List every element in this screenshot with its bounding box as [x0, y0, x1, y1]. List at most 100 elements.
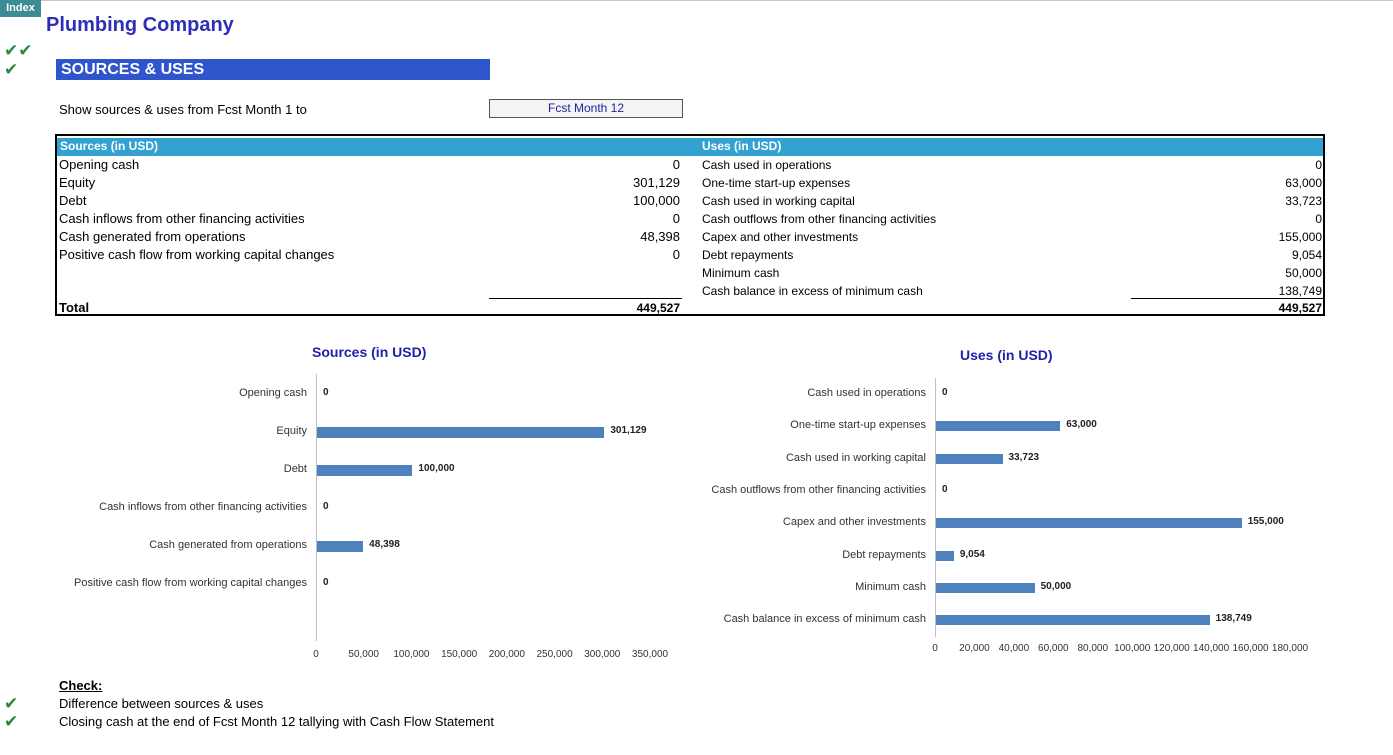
category-label: Opening cash: [239, 387, 307, 399]
x-tick-label: 50,000: [348, 649, 379, 660]
category-label: Capex and other investments: [782, 516, 926, 529]
category-label: Debt: [283, 463, 307, 475]
bar-value-label: 63,000: [1066, 419, 1097, 431]
category-label: Positive cash flow from working capital …: [74, 577, 307, 589]
use-value: 63,000: [1285, 176, 1322, 190]
chart-axis: [935, 378, 936, 637]
x-tick-label: 150,000: [441, 649, 478, 660]
x-tick-label: 250,000: [536, 649, 573, 660]
category-label: Cash used in operations: [807, 387, 926, 399]
use-label: Cash outflows from other financing activ…: [702, 212, 937, 226]
x-tick-label: 160,000: [1232, 643, 1269, 654]
bar-value-label: 301,129: [610, 425, 647, 436]
source-value: 48,398: [640, 229, 680, 244]
sources-header: Sources (in USD): [60, 139, 159, 153]
top-border: [0, 0, 1393, 1]
use-value: 155,000: [1278, 230, 1322, 244]
company-title: Plumbing Company: [46, 14, 234, 36]
bar-value-label: 0: [323, 387, 329, 398]
index-button[interactable]: Index: [0, 0, 41, 17]
use-label: Cash used in operations: [702, 158, 832, 172]
bar-value-label: 155,000: [1247, 516, 1284, 528]
use-label: Cash used in working capital: [702, 194, 855, 208]
source-label: Cash generated from operations: [59, 229, 246, 244]
bar-value-label: 0: [323, 577, 329, 588]
bar: [936, 518, 1242, 529]
source-value: 0: [672, 247, 680, 262]
category-label: Cash outflows from other financing activ…: [711, 483, 926, 496]
x-tick-label: 350,000: [631, 649, 669, 660]
check-double-icon: ✔✔: [4, 41, 33, 60]
bar-value-label: 48,398: [369, 539, 400, 550]
x-tick-label: 140,000: [1193, 643, 1230, 654]
source-label: Cash inflows from other financing activi…: [59, 211, 305, 226]
bar-value-label: 100,000: [418, 463, 455, 474]
bar-value-label: 138,749: [1215, 613, 1252, 625]
category-label: Debt repayments: [842, 548, 926, 561]
source-value: 0: [672, 157, 680, 172]
bar: [936, 615, 1210, 626]
bar-value-label: 9,054: [959, 548, 985, 560]
uses-header: Uses (in USD): [702, 139, 782, 153]
x-tick-label: 80,000: [1077, 643, 1109, 654]
use-value: 0: [1315, 158, 1322, 172]
check-title: Check:: [59, 678, 103, 693]
bar: [317, 540, 364, 552]
x-tick-label: 180,000: [1271, 643, 1309, 654]
section-title: SOURCES & USES: [56, 59, 490, 80]
use-value: 50,000: [1285, 266, 1322, 280]
table-header-bar: [57, 138, 1323, 156]
source-value: 100,000: [633, 193, 680, 208]
show-label: Show sources & uses from Fcst Month 1 to: [59, 102, 307, 117]
bar-value-label: 0: [323, 501, 329, 512]
uses-total-value: 449,527: [1278, 301, 1322, 315]
x-tick-label: 100,000: [1114, 643, 1151, 654]
use-label: Minimum cash: [702, 266, 780, 280]
x-tick-label: 20,000: [959, 643, 990, 654]
use-label: Cash balance in excess of minimum cash: [702, 284, 923, 298]
bar-value-label: 50,000: [1040, 580, 1072, 592]
bar-value-label: 33,723: [1008, 451, 1040, 463]
x-tick-label: 0: [313, 649, 319, 660]
source-label: Positive cash flow from working capital …: [59, 247, 335, 262]
bar: [317, 426, 605, 438]
x-tick-label: 0: [932, 643, 938, 654]
use-label: One-time start-up expenses: [702, 176, 851, 190]
chart-axis: [316, 374, 317, 641]
source-label: Opening cash: [59, 157, 140, 172]
category-label: Cash used in working capital: [785, 451, 926, 464]
use-label: Debt repayments: [702, 248, 794, 262]
x-tick-label: 120,000: [1153, 643, 1190, 654]
bar: [936, 453, 1003, 464]
x-tick-label: 60,000: [1038, 643, 1069, 654]
use-value: 138,749: [1278, 284, 1322, 298]
category-label: Equity: [276, 425, 307, 437]
bar: [936, 582, 1035, 593]
category-label: Minimum cash: [855, 580, 926, 593]
check-icon: ✔: [4, 694, 19, 713]
source-label: Equity: [59, 175, 96, 190]
chart-title: Sources (in USD): [312, 344, 427, 360]
bar-value-label: 0: [942, 483, 948, 495]
sources-total-line: [489, 298, 682, 299]
x-tick-label: 200,000: [488, 649, 525, 660]
x-tick-label: 40,000: [998, 643, 1030, 654]
category-label: Cash inflows from other financing activi…: [99, 501, 307, 513]
check-icon: ✔: [4, 712, 19, 731]
category-label: One-time start-up expenses: [790, 419, 926, 432]
month-select[interactable]: Fcst Month 12: [489, 99, 683, 118]
check-icon: ✔: [4, 60, 19, 79]
category-label: Cash generated from operations: [149, 539, 307, 551]
bar: [317, 464, 413, 476]
bar: [936, 550, 954, 561]
category-label: Cash balance in excess of minimum cash: [723, 613, 926, 626]
use-value: 33,723: [1285, 194, 1322, 208]
total-label: Total: [59, 300, 90, 315]
uses-total-line: [1131, 298, 1324, 299]
source-label: Debt: [59, 193, 87, 208]
bar-value-label: 0: [942, 387, 948, 398]
source-value: 301,129: [633, 175, 680, 190]
use-value: 0: [1315, 212, 1322, 226]
sources-uses-table: Sources (in USD) Uses (in USD) Opening c…: [55, 134, 1325, 316]
chart-title: Uses (in USD): [960, 347, 1053, 363]
